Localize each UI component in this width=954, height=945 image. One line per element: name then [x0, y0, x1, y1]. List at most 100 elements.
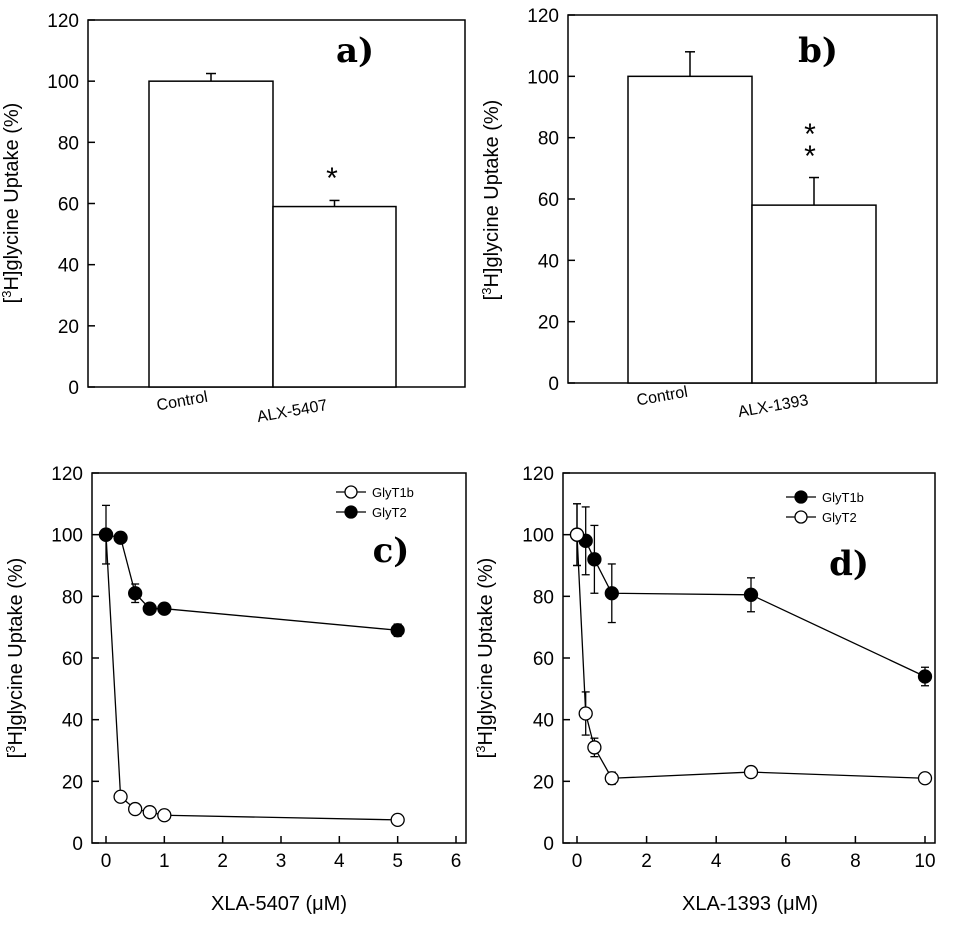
panel-d-line-chart: 0 20 40 60 80 100 120 0 2 4 6 8 10 XLA-1393 (μM) [3H]g… [473, 464, 936, 915]
plot-frame [91, 472, 467, 844]
x-axis-title: XLA-1393 (μM) [682, 893, 818, 915]
y-tick-label: 0 [548, 374, 559, 395]
x-axis-title: XLA-5407 (μM) [211, 893, 347, 915]
x-tick-label: 6 [451, 851, 462, 872]
panel-label: d) [829, 544, 869, 584]
y-tick-label: 80 [62, 587, 83, 608]
data-point-glyt2 [587, 740, 602, 755]
y-tick-label: 100 [527, 67, 559, 88]
x-tick-label: 8 [850, 851, 861, 872]
x-tick-label: 2 [641, 851, 652, 872]
data-point-glyt2 [113, 530, 128, 545]
y-tick-label: 120 [522, 464, 554, 485]
legend-marker [344, 505, 358, 519]
plot-frame [562, 472, 936, 844]
y-tick-label: 40 [58, 256, 79, 277]
legend: GlyT1b GlyT2 [336, 485, 414, 520]
bar-control [148, 80, 274, 388]
legend-marker [344, 485, 358, 499]
y-axis-title: [3H]glycine Uptake (%) [3, 558, 27, 759]
y-tick-label: 100 [522, 526, 554, 547]
bar-alx-5407 [272, 205, 397, 388]
legend-label: GlyT2 [372, 505, 407, 520]
x-tick-label: 10 [914, 851, 935, 872]
y-tick-label: 120 [51, 464, 83, 485]
data-point-glyt2 [743, 764, 759, 780]
y-tick-label: 60 [62, 649, 83, 670]
y-tick-label: 20 [58, 317, 79, 338]
panel-b-bar-chart: 0 20 40 60 80 100 120 Control ALX-1393 * * b) [3H]gl… [479, 6, 938, 421]
series-line-glyt2 [105, 534, 398, 631]
data-point-glyt2 [569, 527, 585, 542]
y-tick-label: 80 [533, 587, 554, 608]
y-tick-label: 120 [47, 11, 79, 32]
category-label: Control [155, 389, 209, 415]
data-point-glyt1b [743, 587, 759, 602]
series-line-glyt2 [576, 534, 926, 779]
data-point-glyt2 [98, 527, 114, 542]
y-axis-title: [3H]glycine Uptake (%) [479, 100, 503, 301]
panel-c-line-chart: 0 20 40 60 80 100 120 0 1 2 3 4 5 6 XLA-5407 (μM) [3H]g… [3, 464, 467, 915]
x-tick-label: 3 [276, 851, 287, 872]
data-point-glyt2 [604, 771, 619, 786]
y-tick-label: 40 [533, 711, 554, 732]
y-axis-title: [3H]glycine Uptake (%) [473, 558, 497, 759]
y-tick-label: 0 [68, 378, 79, 399]
series-line-glyt1b [105, 534, 398, 821]
legend-label: GlyT2 [822, 510, 857, 525]
y-tick-label: 20 [533, 772, 554, 793]
data-point-glyt2 [917, 771, 933, 786]
y-tick-label: 60 [533, 649, 554, 670]
x-tick-label: 4 [711, 851, 722, 872]
x-tick-label: 1 [159, 851, 170, 872]
y-tick-label: 20 [62, 772, 83, 793]
category-label: ALX-1393 [737, 392, 810, 421]
x-tick-label: 0 [572, 851, 583, 872]
x-tick-label: 5 [392, 851, 403, 872]
data-point-glyt1b [390, 812, 405, 828]
data-point-glyt2 [578, 706, 593, 721]
data-point-glyt2 [142, 601, 157, 616]
data-point-glyt2 [128, 586, 143, 601]
bar-control [627, 75, 753, 384]
data-point-glyt1b [113, 789, 128, 804]
significance-marker: * * [804, 118, 816, 173]
y-tick-label: 20 [538, 313, 559, 334]
y-tick-label: 40 [538, 251, 559, 272]
y-tick-label: 60 [538, 190, 559, 211]
panel-label: b) [798, 31, 838, 71]
y-tick-label: 40 [62, 711, 83, 732]
data-point-glyt1b [142, 805, 157, 820]
y-tick-label: 120 [527, 6, 559, 27]
legend-label: GlyT1b [372, 485, 414, 500]
panel-a-bar-chart: 0 20 40 60 80 100 120 Control ALX-5407 * a) [3H]gly… [0, 11, 466, 426]
data-point-glyt1b [917, 669, 933, 684]
y-tick-label: 80 [58, 133, 79, 154]
legend-marker [794, 490, 808, 504]
panel-label: a) [336, 31, 374, 71]
data-point-glyt1b [587, 552, 602, 567]
data-point-glyt1b [128, 801, 143, 817]
y-tick-label: 60 [58, 195, 79, 216]
data-point-glyt2 [390, 623, 405, 638]
legend-label: GlyT1b [822, 490, 864, 505]
x-tick-label: 4 [334, 851, 345, 872]
category-label: ALX-5407 [256, 397, 329, 426]
data-point-glyt1b [157, 808, 172, 823]
y-tick-label: 80 [538, 129, 559, 150]
y-tick-label: 100 [51, 526, 83, 547]
panel-label: c) [373, 531, 410, 571]
significance-marker: * [326, 162, 338, 195]
y-tick-label: 0 [72, 834, 83, 855]
x-tick-label: 6 [781, 851, 792, 872]
category-label: Control [635, 384, 689, 410]
y-tick-label: 0 [543, 834, 554, 855]
legend-marker [794, 510, 808, 524]
x-tick-label: 0 [101, 851, 112, 872]
bar-alx-1393 [751, 204, 877, 384]
data-point-glyt2 [157, 601, 172, 616]
legend: GlyT1b GlyT2 [786, 490, 864, 525]
y-tick-label: 100 [47, 72, 79, 93]
x-tick-label: 2 [217, 851, 228, 872]
